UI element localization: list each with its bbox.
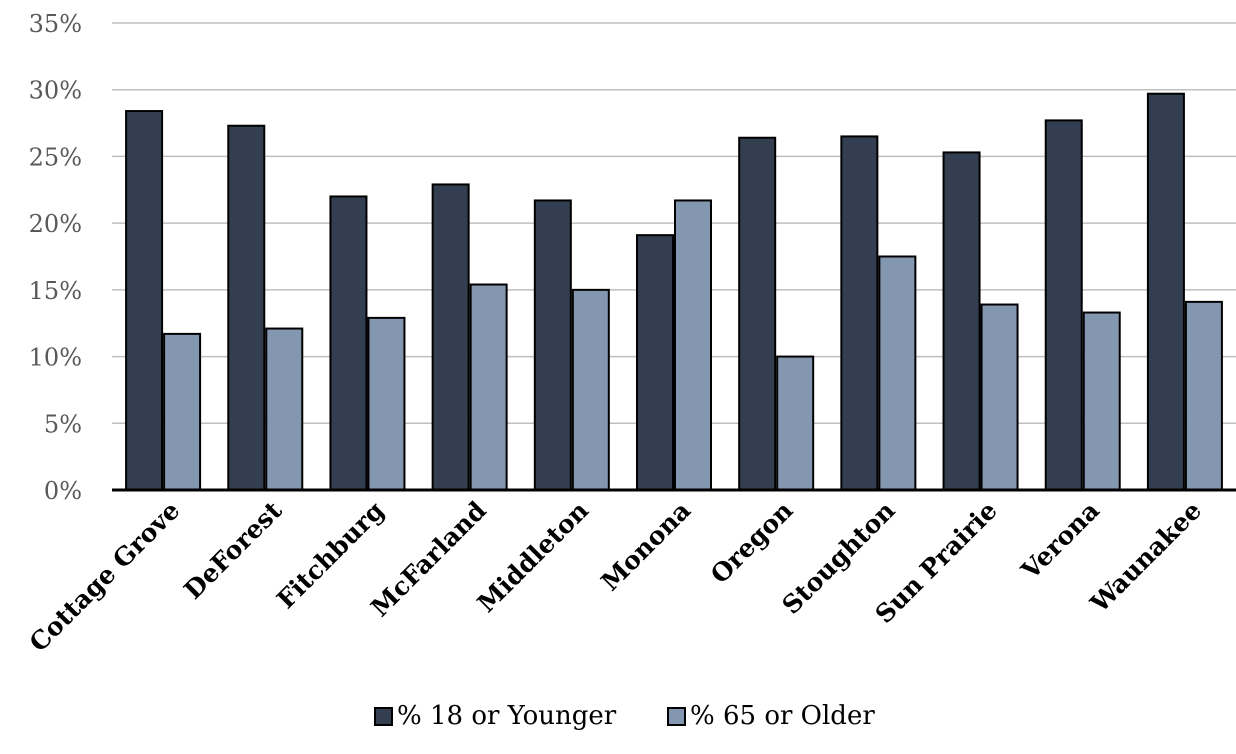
x-tick-label: Middleton: [472, 496, 594, 618]
x-tick-label: Cottage Grove: [24, 496, 186, 658]
bar-over-65: [776, 355, 815, 492]
bar-under-18: [636, 234, 674, 491]
y-tick-label: 5%: [44, 410, 82, 438]
bar-over-65: [1082, 311, 1121, 492]
bar-over-65: [878, 255, 917, 491]
bar-under-18: [125, 110, 164, 491]
bar-under-18: [533, 199, 572, 492]
x-tick-label: Verona: [1015, 496, 1105, 586]
y-tick-label: 35%: [29, 10, 82, 38]
bar-over-65: [367, 316, 406, 491]
legend-swatch: [667, 707, 686, 726]
bar-under-18: [738, 136, 777, 491]
y-tick-label: 20%: [29, 210, 82, 238]
y-tick-label: 30%: [29, 77, 82, 105]
bar-over-65: [674, 199, 712, 492]
y-tick-label: 0%: [44, 477, 82, 505]
bar-under-18: [840, 135, 879, 492]
bar-under-18: [942, 151, 981, 491]
bar-over-65: [1184, 300, 1223, 492]
y-tick-label: 10%: [29, 344, 82, 372]
bar-under-18: [1044, 119, 1083, 491]
bar-over-65: [571, 288, 610, 491]
legend-label: % 18 or Younger: [397, 701, 617, 731]
x-axis-tick-labels: Cottage GroveDeForestFitchburgMcFarlandM…: [24, 495, 1207, 657]
bar-over-65: [980, 303, 1019, 491]
bar-under-18: [1146, 92, 1185, 492]
bar-under-18: [227, 124, 266, 492]
y-axis-tick-labels: 0% 5% 10% 15% 20% 25% 30% 35%: [29, 10, 82, 505]
legend: % 18 or Younger % 65 or Older: [374, 701, 875, 731]
bar-under-18: [431, 183, 470, 491]
legend-label: % 65 or Older: [690, 701, 875, 731]
bars: [125, 92, 1223, 492]
y-tick-label: 15%: [29, 277, 82, 305]
x-tick-label: DeForest: [178, 495, 287, 604]
bar-over-65: [469, 283, 508, 491]
bar-over-65: [265, 327, 304, 491]
bar-under-18: [329, 195, 368, 491]
x-tick-label: Monona: [595, 496, 696, 597]
bar-over-65: [163, 332, 202, 492]
y-tick-label: 25%: [29, 143, 82, 171]
legend-swatch: [374, 707, 393, 726]
x-tick-label: Oregon: [705, 496, 798, 589]
